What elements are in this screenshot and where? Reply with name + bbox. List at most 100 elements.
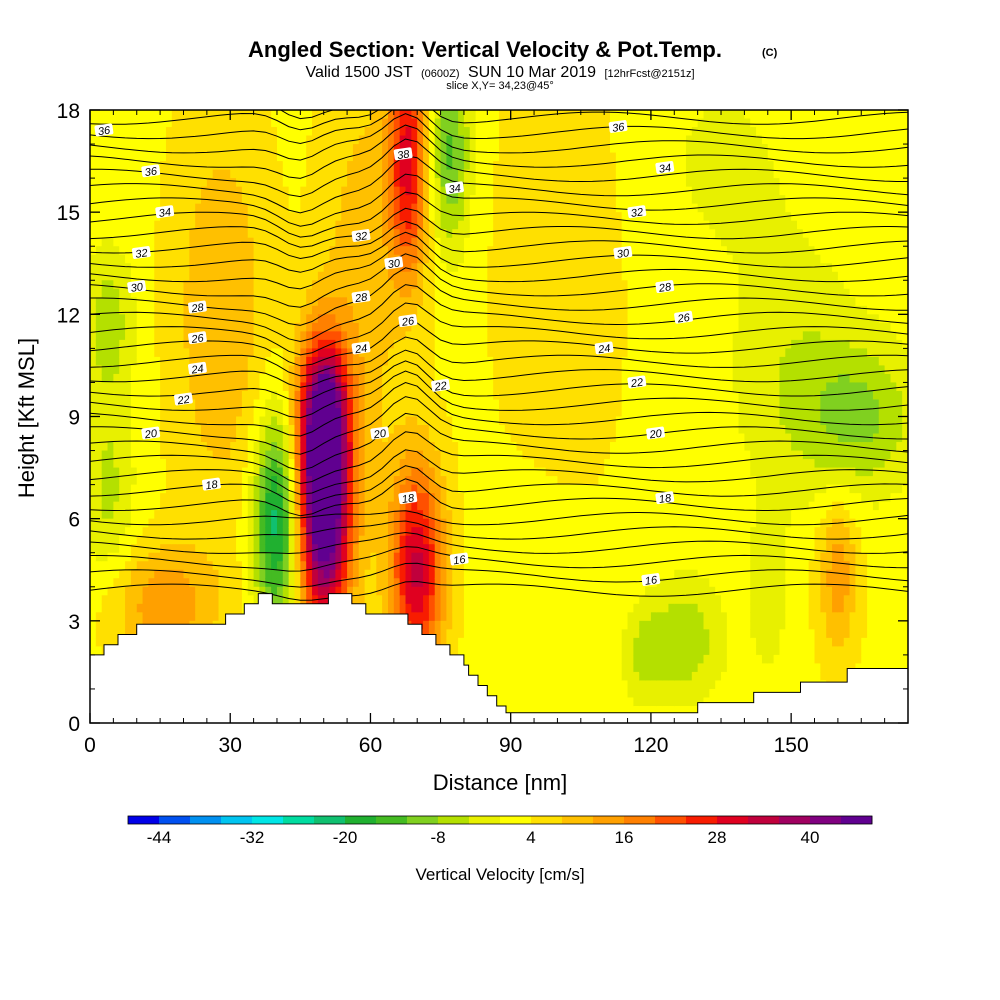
heatmap-cell bbox=[236, 586, 243, 596]
heatmap-cell bbox=[107, 203, 114, 213]
heatmap-cell bbox=[224, 365, 231, 375]
heatmap-cell bbox=[481, 229, 488, 239]
heatmap-cell bbox=[428, 450, 436, 460]
heatmap-cell bbox=[358, 459, 366, 469]
heatmap-cell bbox=[171, 220, 179, 230]
heatmap-cell bbox=[329, 169, 336, 179]
heatmap-cell bbox=[259, 535, 266, 545]
heatmap-cell bbox=[125, 620, 132, 630]
heatmap-cell bbox=[276, 373, 284, 384]
heatmap-cell bbox=[224, 407, 231, 418]
heatmap-cell bbox=[148, 382, 155, 392]
heatmap-cell bbox=[463, 501, 471, 511]
heatmap-cell bbox=[463, 407, 471, 418]
heatmap-cell bbox=[434, 578, 442, 588]
heatmap-cell bbox=[247, 356, 255, 367]
heatmap-cell bbox=[241, 595, 249, 605]
heatmap-cell bbox=[317, 467, 325, 477]
heatmap-cell bbox=[142, 263, 150, 273]
heatmap-cell bbox=[317, 144, 325, 154]
heatmap-cell bbox=[423, 365, 430, 375]
heatmap-cell bbox=[358, 280, 366, 290]
heatmap-cell bbox=[434, 603, 442, 613]
heatmap-cell bbox=[288, 195, 296, 205]
heatmap-cell bbox=[475, 237, 483, 247]
heatmap-cell bbox=[218, 450, 225, 460]
heatmap-cell bbox=[282, 535, 290, 545]
heatmap-cell bbox=[183, 152, 190, 162]
heatmap-cell bbox=[224, 339, 231, 349]
heatmap-cell bbox=[387, 305, 395, 315]
heatmap-cell bbox=[241, 195, 249, 205]
heatmap-cell bbox=[358, 365, 366, 375]
heatmap-cell bbox=[119, 535, 126, 545]
heatmap-cell bbox=[376, 493, 383, 503]
heatmap-cell bbox=[125, 629, 132, 639]
heatmap-cell bbox=[446, 552, 453, 562]
heatmap-cell bbox=[335, 127, 342, 137]
heatmap-cell bbox=[463, 578, 471, 588]
heatmap-cell bbox=[382, 390, 389, 401]
heatmap-cell bbox=[142, 297, 150, 307]
heatmap-cell bbox=[288, 493, 296, 503]
heatmap-cell bbox=[405, 459, 412, 469]
heatmap-cell bbox=[376, 544, 383, 554]
heatmap-cell bbox=[469, 476, 477, 486]
heatmap-cell bbox=[95, 407, 103, 418]
heatmap-cell bbox=[95, 152, 103, 162]
heatmap-cell bbox=[387, 603, 395, 613]
heatmap-cell bbox=[312, 569, 319, 579]
heatmap-cell bbox=[177, 425, 185, 435]
heatmap-cell bbox=[130, 586, 138, 596]
heatmap-cell bbox=[323, 467, 331, 477]
heatmap-cell bbox=[411, 390, 418, 401]
heatmap-cell bbox=[312, 450, 319, 460]
heatmap-cell bbox=[125, 186, 132, 196]
heatmap-cell bbox=[469, 280, 477, 290]
heatmap-cell bbox=[487, 348, 494, 358]
heatmap-cell bbox=[95, 467, 103, 477]
heatmap-cell bbox=[405, 203, 412, 213]
heatmap-cell bbox=[288, 373, 296, 384]
heatmap-cell bbox=[423, 493, 430, 503]
heatmap-cell bbox=[428, 161, 436, 171]
heatmap-cell bbox=[387, 203, 395, 213]
heatmap-cell bbox=[288, 518, 296, 528]
heatmap-cell bbox=[352, 578, 360, 588]
heatmap-cell bbox=[469, 373, 477, 384]
heatmap-cell bbox=[265, 373, 272, 384]
heatmap-cell bbox=[253, 467, 261, 477]
heatmap-cell bbox=[452, 288, 459, 298]
heatmap-cell bbox=[160, 527, 167, 537]
heatmap-cell bbox=[101, 603, 109, 613]
heatmap-cell bbox=[317, 442, 325, 452]
heatmap-cell bbox=[165, 535, 173, 545]
heatmap-cell bbox=[469, 356, 477, 367]
heatmap-cell bbox=[487, 186, 494, 196]
heatmap-cell bbox=[90, 339, 97, 349]
heatmap-cell bbox=[119, 203, 126, 213]
heatmap-cell bbox=[212, 373, 220, 384]
heatmap-cell bbox=[387, 186, 395, 196]
heatmap-cell bbox=[265, 442, 272, 452]
heatmap-cell bbox=[300, 203, 307, 213]
heatmap-cell bbox=[481, 407, 488, 418]
heatmap-cell bbox=[458, 314, 465, 324]
heatmap-cell bbox=[183, 416, 190, 426]
heatmap-cell bbox=[183, 263, 190, 273]
heatmap-cell bbox=[335, 433, 342, 443]
heatmap-cell bbox=[417, 416, 424, 426]
heatmap-cell bbox=[113, 280, 120, 290]
heatmap-cell bbox=[335, 348, 342, 358]
heatmap-cell bbox=[212, 407, 220, 418]
heatmap-cell bbox=[352, 271, 360, 281]
heatmap-cell bbox=[154, 416, 161, 426]
heatmap-cell bbox=[341, 433, 348, 443]
heatmap-cell bbox=[212, 586, 220, 596]
heatmap-cell bbox=[458, 501, 465, 511]
heatmap-cell bbox=[347, 161, 354, 171]
heatmap-cell bbox=[119, 399, 126, 409]
heatmap-cell bbox=[317, 578, 325, 588]
heatmap-cell bbox=[271, 254, 278, 264]
heatmap-cell bbox=[171, 544, 179, 554]
